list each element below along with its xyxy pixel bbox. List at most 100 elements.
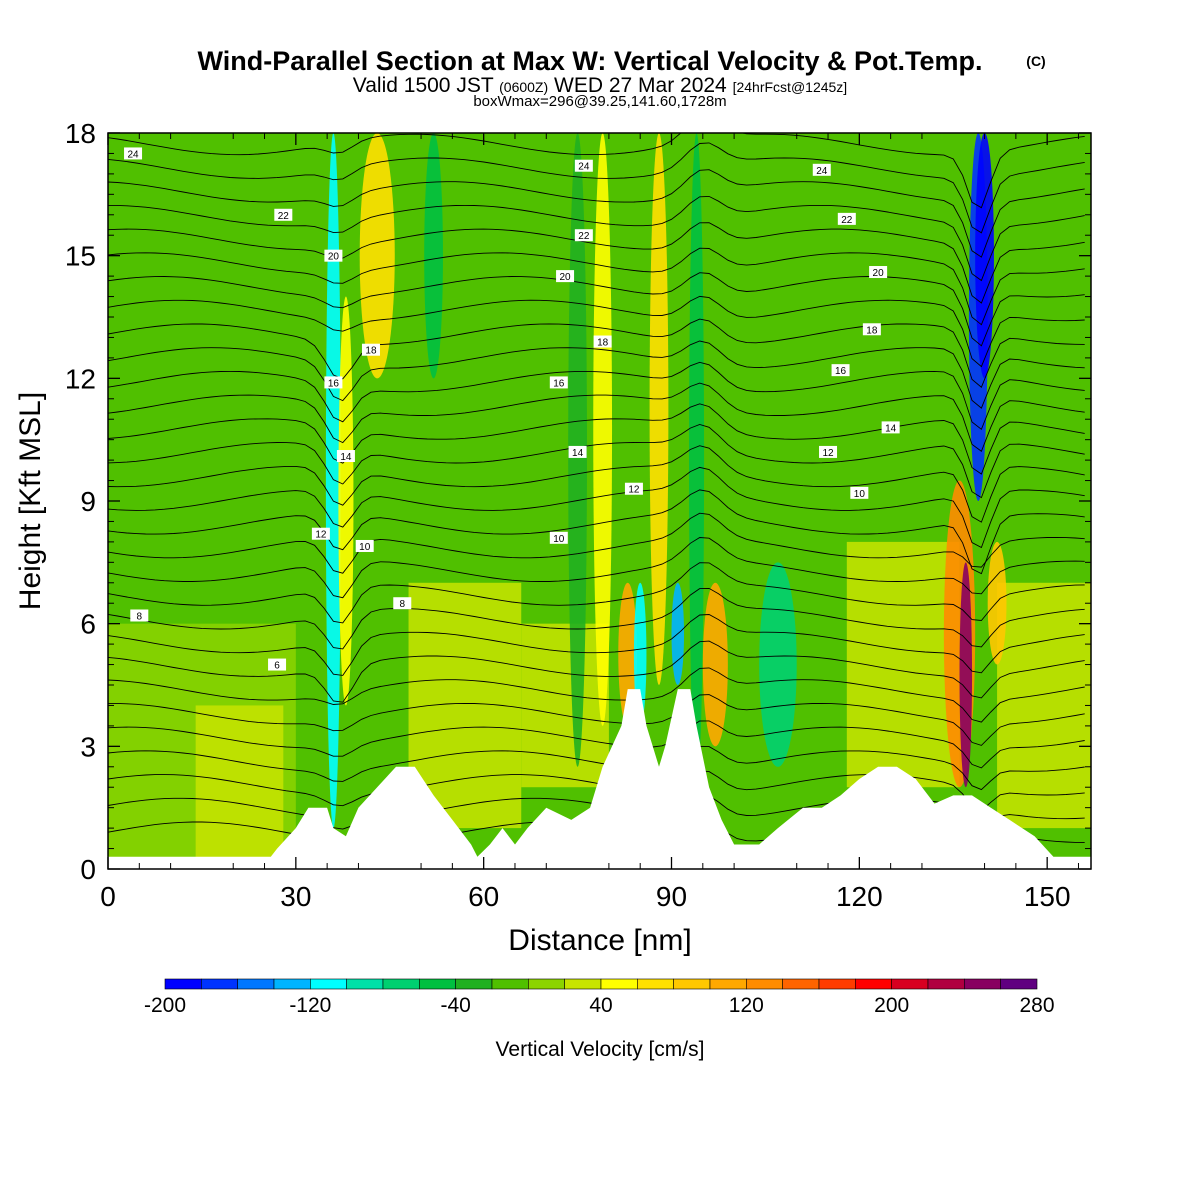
colorbar-tick-label: -120: [289, 994, 331, 1017]
y-tick-label: 3: [80, 731, 96, 762]
theta-contour-label: 24: [574, 159, 593, 173]
theta-contour-label: 18: [593, 335, 612, 349]
theta-contour-line: [108, 340, 1085, 409]
x-tick-label: 0: [100, 881, 116, 912]
velocity-band: [593, 133, 613, 726]
velocity-band: [424, 133, 443, 379]
y-tick-label: 0: [80, 854, 96, 885]
theta-contour-labels: 24 22 20 18 16 14 12 10 8 8 6 24 22 20 18 16 14 12 10 24 22 2…: [124, 147, 900, 672]
velocity-band: [975, 133, 994, 379]
theta-contour-label: 10: [549, 531, 568, 545]
colorbar-swatch: [818, 978, 856, 990]
colorbar-swatch: [709, 978, 747, 990]
velocity-band: [689, 133, 705, 788]
colorbar-swatch: [964, 978, 1001, 990]
theta-contour-label: 10: [850, 486, 869, 500]
theta-contour-line: [108, 382, 1085, 453]
colorbar-swatch: [273, 978, 311, 990]
theta-contour-value: 16: [835, 366, 847, 377]
theta-contour-label: 16: [324, 376, 343, 389]
theta-contour-value: 14: [340, 452, 352, 463]
theta-contour-line: [108, 537, 1085, 599]
theta-contour-line: [108, 587, 1085, 650]
velocity-band: [959, 562, 973, 788]
valid-time: Valid 1500 JST: [353, 74, 494, 97]
theta-contour-value: 22: [578, 231, 590, 242]
theta-contour-label: 14: [881, 421, 900, 434]
theta-contour-label: 12: [819, 445, 838, 459]
theta-contour-value: 22: [841, 215, 853, 226]
colorbar: -200 -120 -40 40 120 200 280: [144, 978, 1055, 1017]
theta-contour-label: 18: [862, 323, 881, 336]
theta-contour-line: [108, 694, 1085, 746]
y-axis-label: Height [Kft MSL]: [14, 392, 47, 610]
chart-title: Wind-Parallel Section at Max W: Vertical…: [198, 46, 983, 76]
theta-contour-label: 24: [812, 163, 831, 177]
box-max-info: boxWmax=296@39.25,141.60,1728m: [473, 93, 726, 110]
theta-contour-label: 22: [274, 208, 293, 222]
colorbar-swatch: [491, 978, 529, 990]
y-tick-label: 9: [80, 486, 96, 517]
theta-contour-label: 12: [624, 482, 643, 496]
x-tick-label: 150: [1024, 881, 1071, 912]
theta-contour-value: 10: [854, 489, 866, 500]
theta-contour-value: 18: [365, 346, 377, 357]
colorbar-swatch: [528, 978, 565, 990]
colorbar-swatch: [346, 978, 384, 990]
theta-contour-label: 20: [556, 270, 575, 283]
theta-contour-label: 14: [336, 450, 355, 463]
theta-contour-value: 16: [328, 378, 340, 389]
theta-contour-value: 12: [315, 530, 327, 541]
theta-contour-line: [108, 512, 1085, 574]
theta-contour-value: 16: [553, 378, 565, 389]
colorbar-swatch: [927, 978, 965, 990]
colorbar-label: Vertical Velocity [cm/s]: [496, 1038, 705, 1061]
velocity-region: [195, 705, 284, 869]
theta-contours: [108, 133, 1085, 853]
colorbar-tick-label: -40: [440, 994, 470, 1017]
x-axis-label: Distance [nm]: [508, 924, 691, 957]
theta-contour-label: 6: [268, 658, 287, 672]
velocity-band: [759, 562, 797, 767]
colorbar-tick-label: 200: [874, 994, 909, 1017]
theta-contour-label: 18: [361, 343, 380, 357]
theta-contour-line: [108, 222, 1085, 304]
theta-contour-value: 10: [553, 534, 565, 545]
velocity-region: [521, 623, 609, 788]
theta-contour-value: 10: [359, 542, 371, 553]
theta-contour-line: [108, 361, 1085, 431]
theta-contour-value: 20: [873, 268, 885, 279]
colorbar-swatch: [637, 978, 674, 990]
colorbar-swatch: [382, 978, 420, 990]
colorbar-swatch: [673, 978, 711, 990]
theta-contour-label: 12: [311, 527, 330, 541]
theta-contour-line: [108, 318, 1085, 388]
theta-contour-value: 14: [885, 423, 897, 434]
terrain-mask: [108, 689, 1091, 869]
colorbar-swatch: [310, 978, 347, 990]
colorbar-swatch: [891, 978, 929, 990]
theta-contour-label: 22: [837, 212, 856, 226]
theta-contour-label: 14: [568, 445, 587, 459]
velocity-band: [649, 133, 669, 685]
theta-contour-value: 8: [137, 611, 143, 622]
colorbar-swatch: [201, 978, 238, 990]
theta-contour-line: [108, 169, 1085, 258]
theta-contour-value: 6: [274, 661, 280, 672]
colorbar-swatch: [164, 978, 202, 990]
theta-contour-value: 22: [278, 211, 290, 222]
theta-contour-value: 24: [578, 162, 590, 173]
theta-contour-value: 18: [866, 325, 878, 336]
theta-contour-label: 8: [130, 609, 149, 622]
theta-contour-label: 20: [869, 266, 888, 279]
theta-contour-line: [108, 720, 1085, 769]
theta-contour-value: 18: [597, 338, 609, 349]
colorbar-tick-label: 40: [589, 994, 612, 1017]
theta-contour-label: 16: [549, 376, 568, 389]
theta-contour-line: [108, 424, 1085, 499]
theta-contour-line: [108, 489, 1085, 575]
valid-date: WED 27 Mar 2024: [554, 74, 727, 97]
theta-contour-line: [108, 272, 1085, 347]
theta-contour-line: [108, 466, 1085, 549]
y-tick-label: 6: [80, 609, 96, 640]
